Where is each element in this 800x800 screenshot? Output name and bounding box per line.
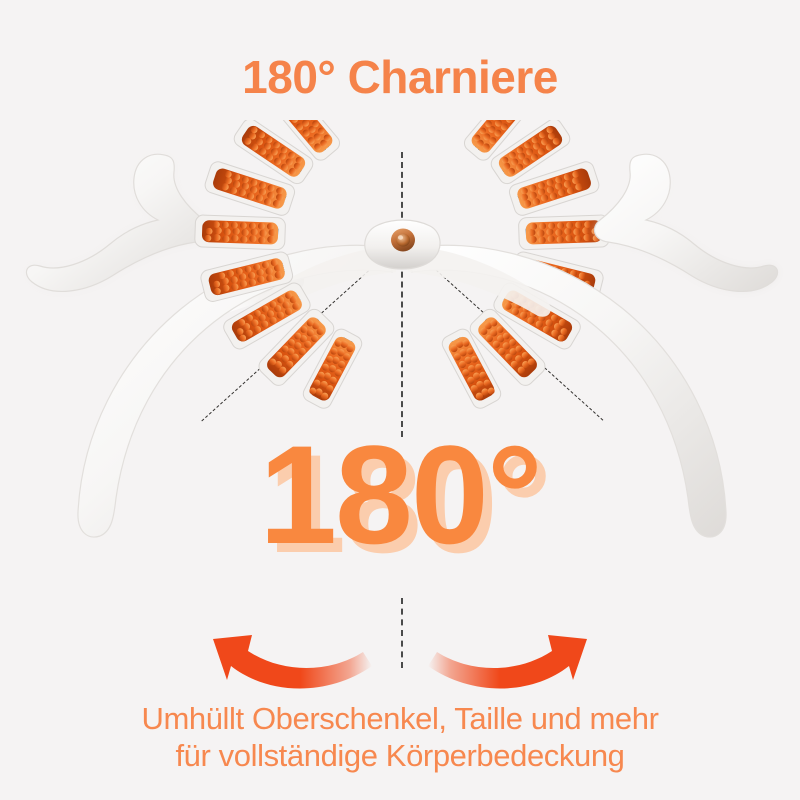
hero-angle-value-shadow: 180°	[268, 425, 552, 582]
page-title: 180° Charniere	[242, 51, 558, 103]
hero-angle-value: 180° 180°	[0, 416, 800, 574]
caption-line-2: für vollständige Körperbedeckung	[175, 738, 625, 773]
right-handle-grip	[593, 153, 779, 293]
right-outer-frame	[411, 244, 727, 538]
center-axis-dashed-line-lower	[401, 598, 403, 668]
rotation-arrows	[213, 635, 587, 689]
rotate-right-arrow	[428, 635, 587, 689]
hero-angle-value-text: 180°	[259, 416, 543, 573]
right-roller-group	[194, 120, 363, 409]
caption-line-1: Umhüllt Oberschenkel, Taille und mehr	[141, 701, 659, 736]
caption-block: Umhüllt Oberschenkel, Taille und mehr fü…	[0, 700, 800, 774]
hinge-assembly	[364, 219, 441, 270]
left-handle-grip	[25, 153, 211, 293]
device-right-wing	[194, 120, 779, 538]
massage-roller-device	[25, 120, 779, 538]
rotate-left-arrow	[213, 635, 372, 689]
center-axis-dashed-line-upper	[401, 152, 403, 437]
